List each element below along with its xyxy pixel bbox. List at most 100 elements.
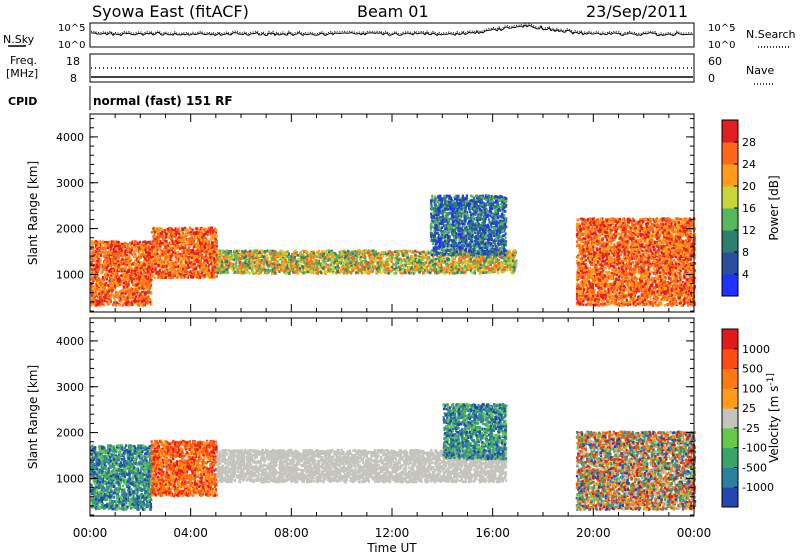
echo-cell <box>157 256 160 260</box>
echo-cell <box>204 271 207 275</box>
echo-cell <box>115 281 118 285</box>
echo-cell <box>271 272 274 275</box>
echo-cell <box>164 244 167 248</box>
echo-cell <box>147 265 150 268</box>
echo-cell <box>506 261 509 265</box>
echo-cell <box>506 268 509 272</box>
echo-cell <box>137 266 140 269</box>
echo-cell <box>141 253 145 256</box>
echo-cell <box>134 272 137 275</box>
echo-cell <box>214 236 217 239</box>
echo-cell <box>196 240 200 243</box>
echo-cell <box>180 263 183 267</box>
echo-cell <box>264 270 267 273</box>
echo-cell <box>338 261 341 264</box>
echo-cell <box>92 274 95 278</box>
echo-cell <box>121 258 124 261</box>
echo-cell <box>324 270 327 274</box>
echo-cell <box>234 252 237 256</box>
echo-cell <box>139 301 142 305</box>
echo-cell <box>284 253 287 257</box>
echo-cell <box>431 266 434 270</box>
echo-cell <box>211 249 214 253</box>
echo-cell <box>157 272 160 276</box>
echo-cell <box>187 272 190 276</box>
echo-cell <box>130 294 133 298</box>
echo-cell <box>156 235 159 239</box>
echo-cell <box>167 245 170 249</box>
echo-cell <box>145 259 148 263</box>
echo-cell <box>145 279 148 283</box>
echo-cell <box>196 236 200 239</box>
echo-cell <box>154 239 157 243</box>
echo-cell <box>134 252 137 256</box>
echo-cell <box>111 260 114 264</box>
echo-cell <box>232 262 235 266</box>
echo-cell <box>137 288 140 292</box>
echo-cell <box>302 253 306 257</box>
echo-cell <box>134 299 137 303</box>
echo-cell <box>200 245 203 249</box>
echo-cell <box>127 279 131 283</box>
echo-cell <box>119 264 122 268</box>
echo-cell <box>112 253 115 257</box>
echo-cell <box>132 287 136 291</box>
echo-cell <box>92 301 95 304</box>
echo-cell <box>156 238 159 242</box>
echo-cell <box>257 260 261 263</box>
echo-cell <box>260 266 263 269</box>
echo-cell <box>129 241 132 245</box>
echo-cell <box>99 260 102 264</box>
echo-cell <box>276 251 279 255</box>
echo-cell <box>227 266 230 269</box>
freq-panel: Freq. [MHz] 18 8 60 0 Nave <box>6 53 774 85</box>
echo-cell <box>303 258 306 262</box>
echo-cell <box>409 249 412 253</box>
nsearch-trace <box>90 22 694 35</box>
nave-label: Nave <box>746 64 774 77</box>
echo-cell <box>116 279 119 282</box>
echo-cell <box>208 263 211 267</box>
echo-cell <box>148 264 151 268</box>
echo-cell <box>425 253 428 257</box>
echo-cell <box>298 269 301 273</box>
echo-cell <box>93 278 96 281</box>
echo-cell <box>191 240 195 243</box>
echo-cell <box>197 273 200 276</box>
echo-cell <box>115 257 118 260</box>
echo-cell <box>215 268 218 272</box>
echo-cell <box>350 271 353 275</box>
echo-cell <box>149 242 152 245</box>
echo-cell <box>205 248 208 252</box>
echo-cell <box>171 233 174 237</box>
echo-cell <box>203 261 206 265</box>
echo-cell <box>461 270 464 273</box>
echo-cell <box>114 282 117 286</box>
echo-cell <box>129 266 133 269</box>
echo-cell <box>286 250 289 254</box>
echo-cell <box>188 266 191 269</box>
echo-cell <box>210 259 213 262</box>
echo-cell <box>213 232 217 236</box>
echo-cell <box>218 249 221 252</box>
echo-cell <box>163 247 166 251</box>
echo-cell <box>233 271 236 274</box>
echo-cell <box>94 293 97 297</box>
echo-cell <box>342 268 345 272</box>
echo-cell <box>139 277 142 281</box>
echo-cell <box>138 240 142 244</box>
echo-cell <box>262 266 265 270</box>
echo-cell <box>176 228 179 231</box>
echo-cell <box>166 272 169 276</box>
echo-cell <box>116 267 119 270</box>
echo-cell <box>200 271 204 275</box>
echo-cell <box>118 245 121 248</box>
echo-cell <box>146 240 149 244</box>
echo-cell <box>100 245 104 249</box>
echo-cell <box>192 263 195 267</box>
noise-tick-left-top: 10^5 <box>58 23 85 34</box>
echo-cell <box>175 246 179 250</box>
echo-cell <box>151 270 154 274</box>
echo-cell <box>127 249 130 252</box>
echo-cell <box>95 270 98 273</box>
